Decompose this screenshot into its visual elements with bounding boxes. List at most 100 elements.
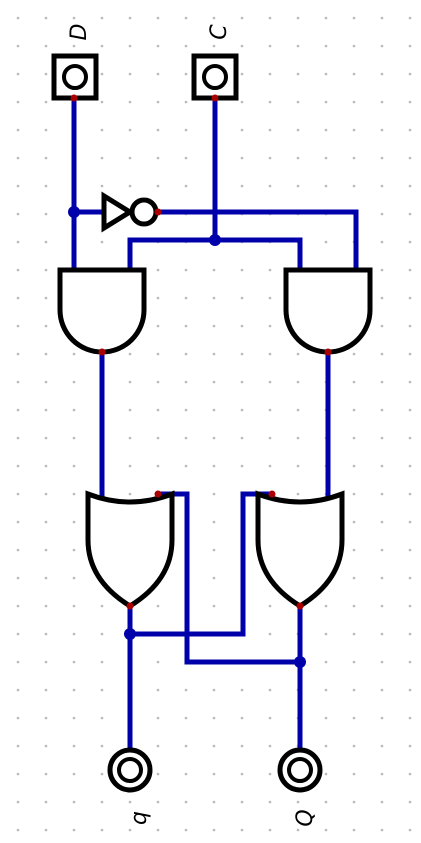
grid-dot [100,828,104,832]
grid-dot [44,100,48,104]
grid-dot [268,128,272,132]
grid-dot [268,436,272,440]
grid-dot [44,240,48,244]
output-pin-q[interactable] [277,747,323,793]
input-pin-d[interactable] [51,53,99,101]
not-gate[interactable] [101,191,159,233]
grid-dot [128,380,132,384]
grid-dot [380,576,384,580]
grid-dot [268,72,272,76]
grid-dot [156,604,160,608]
grid-dot [72,44,76,48]
grid-dot [72,16,76,20]
grid-dot [100,44,104,48]
grid-dot [380,772,384,776]
grid-dot [352,184,356,188]
grid-dot [268,268,272,272]
grid-dot [268,744,272,748]
grid-dot [240,436,244,440]
grid-dot [72,520,76,524]
grid-dot [352,576,356,580]
grid-dot [380,44,384,48]
grid-dot [128,492,132,496]
and-gate-right[interactable] [283,267,373,355]
grid-dot [240,324,244,328]
grid-dot [268,828,272,832]
grid-dot [16,128,20,132]
grid-dot [212,436,216,440]
grid-dot [408,72,412,76]
grid-dot [156,688,160,692]
grid-dot [184,156,188,160]
grid-dot [212,268,216,272]
grid-dot [408,408,412,412]
grid-dot [268,632,272,636]
grid-dot [296,128,300,132]
grid-dot [16,268,20,272]
grid-dot [184,100,188,104]
grid-dot [408,212,412,216]
grid-dot [128,352,132,356]
grid-dot [156,436,160,440]
grid-dot [352,44,356,48]
grid-dot [72,548,76,552]
grid-dot [380,408,384,412]
grid-dot [240,716,244,720]
grid-dot [44,828,48,832]
grid-dot [324,240,328,244]
grid-dot [296,184,300,188]
grid-dot [184,296,188,300]
grid-dot [268,716,272,720]
grid-dot [352,100,356,104]
grid-dot [240,408,244,412]
grid-dot [44,520,48,524]
grid-dot [324,716,328,720]
grid-dot [324,16,328,20]
grid-dot [156,72,160,76]
grid-dot [380,688,384,692]
grid-dot [324,828,328,832]
grid-dot [268,464,272,468]
grid-dot [352,436,356,440]
grid-dot [240,688,244,692]
output-pin-q-bar[interactable] [107,747,153,793]
grid-dot [268,296,272,300]
grid-dot [72,436,76,440]
grid-dot [408,688,412,692]
grid-dot [72,632,76,636]
input-pin-c[interactable] [191,53,239,101]
grid-dot [16,72,20,76]
grid-dot [268,16,272,20]
grid-dot [100,156,104,160]
grid-dot [100,660,104,664]
junction-c [209,234,221,246]
grid-dot [156,296,160,300]
grid-dot [352,72,356,76]
grid-dot [240,828,244,832]
or-gate-right[interactable] [255,490,345,609]
grid-dot [408,772,412,776]
grid-dot [72,380,76,384]
grid-dot [72,492,76,496]
grid-dot [296,436,300,440]
grid-dot [16,772,20,776]
grid-dot [408,296,412,300]
grid-dot [72,716,76,720]
grid-dot [72,800,76,804]
grid-dot [128,800,132,804]
grid-dot [240,772,244,776]
grid-dot [408,716,412,720]
grid-dot [352,772,356,776]
grid-dot [16,380,20,384]
grid-dot [44,716,48,720]
or-gate-left[interactable] [85,490,175,609]
grid-dot [72,408,76,412]
grid-dot [128,44,132,48]
grid-dot [16,16,20,20]
grid-dot [128,464,132,468]
and-gate-left[interactable] [57,267,147,355]
grid-dot [408,828,412,832]
grid-dot [16,548,20,552]
grid-dot [184,184,188,188]
